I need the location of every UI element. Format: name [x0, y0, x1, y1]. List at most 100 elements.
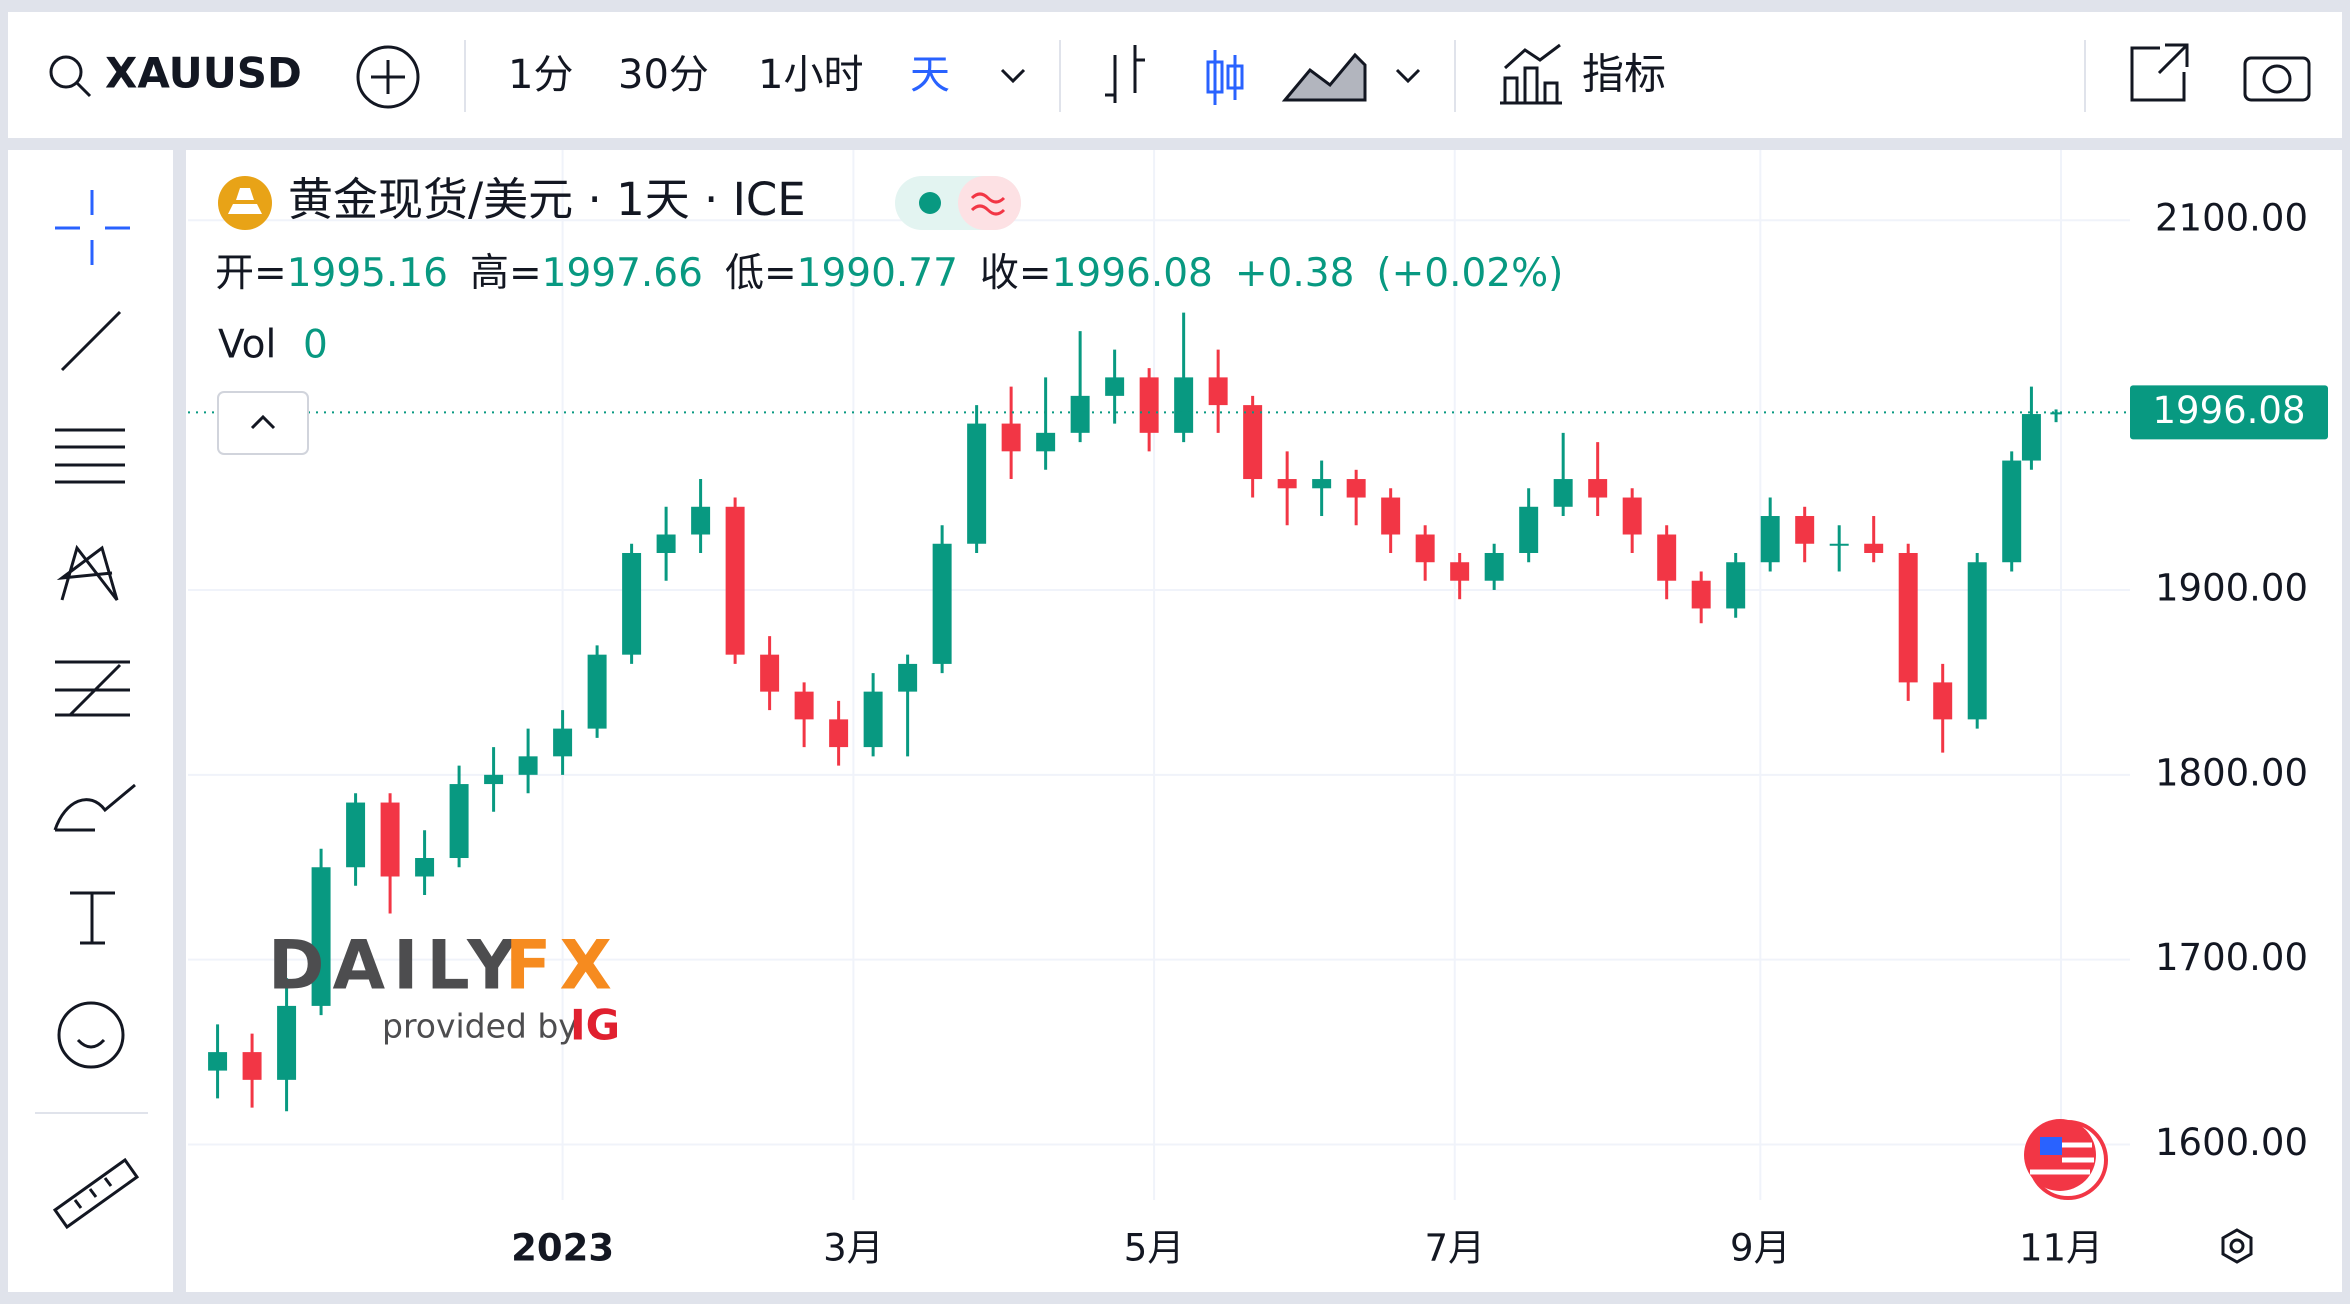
- interval[interactable]: 1小时: [758, 52, 863, 98]
- snapshot-icon[interactable]: [2243, 56, 2311, 102]
- status-pill: [958, 176, 1021, 230]
- y-tick-label: 1600.00: [2155, 1121, 2308, 1164]
- ohlc-label: 低=: [725, 251, 797, 296]
- symbol-logo: [228, 188, 262, 214]
- y-tick-label: 1800.00: [2155, 751, 2308, 794]
- candle-body: [1277, 479, 1297, 489]
- candle-body: [484, 774, 504, 785]
- candle-body: [1657, 534, 1677, 581]
- candles-icon[interactable]: [1213, 50, 1237, 105]
- candle-body: [932, 543, 952, 664]
- candle-body: [1036, 432, 1056, 452]
- candle-body: [1622, 497, 1642, 535]
- candle-body: [1174, 377, 1194, 433]
- candle-body: [1484, 552, 1504, 581]
- ohlc-row: 开=1995.16 高=1997.66 低=1990.77 收=1996.08 +0.3…: [215, 251, 1563, 296]
- search-icon: [49, 55, 83, 89]
- last-price-label: 1996.08: [2152, 389, 2305, 432]
- ohlc-value: 1995.16: [287, 251, 448, 296]
- ohlc-label: 高=: [470, 251, 542, 296]
- candles-icon: [1206, 60, 1224, 94]
- candle-body: [1726, 562, 1746, 609]
- indicators-icon[interactable]: [1500, 43, 1562, 105]
- area-icon[interactable]: [1281, 52, 1367, 102]
- emoji-tool: [76, 1038, 106, 1049]
- brand-left: DAILY: [268, 927, 524, 1006]
- candle-body: [1001, 423, 1021, 452]
- x-tick-label: 5月: [1124, 1227, 1185, 1270]
- us-flag-icon: [2030, 1142, 2094, 1175]
- candle-body: [1691, 580, 1711, 609]
- candle-body: [1139, 377, 1159, 433]
- candle-body: [1898, 552, 1918, 683]
- candle-body: [346, 802, 366, 868]
- provided-by: provided by: [382, 1007, 578, 1046]
- candles-icon: [1226, 64, 1244, 90]
- candle-body: [622, 552, 642, 655]
- indicators[interactable]: 指标: [1582, 50, 1666, 99]
- ohlc-label: 开=: [215, 251, 287, 296]
- pattern-tool[interactable]: [56, 544, 119, 601]
- candle-body: [1588, 479, 1608, 498]
- ohlc-value: (+0.02%): [1376, 251, 1563, 296]
- candle-body: [553, 728, 573, 757]
- bars-icon[interactable]: [1105, 45, 1145, 103]
- ohlc-value: 1997.66: [542, 251, 703, 296]
- market-open-dot: [919, 192, 941, 214]
- y-tick-label: 1900.00: [2155, 566, 2308, 609]
- top-toolbar: [8, 12, 2342, 138]
- candle-body: [794, 691, 814, 720]
- candle-body: [1967, 562, 1987, 720]
- x-tick-label: 3月: [823, 1227, 884, 1270]
- candle-body: [1519, 506, 1539, 553]
- candle-body: [277, 1005, 297, 1080]
- vol-value: 0: [303, 323, 328, 368]
- legend-title: 黄金现货/美元 · 1天 · ICE: [288, 173, 806, 226]
- candle-body: [208, 1052, 228, 1071]
- popout-icon[interactable]: [2130, 43, 2189, 102]
- vol-label: Vol: [218, 323, 276, 368]
- projection-tool[interactable]: [55, 660, 130, 717]
- trendline-tool[interactable]: [60, 310, 122, 372]
- candle-body: [518, 756, 538, 775]
- fib-tool[interactable]: [55, 428, 125, 484]
- interval[interactable]: 30分: [618, 52, 709, 98]
- emoji-tool[interactable]: [57, 1001, 125, 1069]
- plot: [188, 150, 2130, 1200]
- crosshair-tool[interactable]: [55, 190, 130, 265]
- candle-body: [380, 802, 400, 877]
- add-symbol[interactable]: [356, 45, 420, 109]
- ohlc-value: +0.38: [1235, 251, 1355, 296]
- symbol-logo: [218, 176, 272, 230]
- candle-body: [1208, 377, 1228, 406]
- brush-tool[interactable]: [53, 783, 136, 832]
- candle-body: [311, 867, 331, 1006]
- ruler-tool[interactable]: [52, 1157, 140, 1230]
- candle-body: [760, 654, 780, 692]
- candle-body: [1243, 405, 1263, 480]
- add-icon: [371, 60, 405, 94]
- collapse-button[interactable]: [217, 391, 309, 455]
- interval-active[interactable]: 天: [910, 52, 950, 98]
- symbol[interactable]: XAUUSD: [105, 49, 302, 98]
- ohlc-value: 1996.08: [1052, 251, 1213, 296]
- candle-body: [449, 784, 469, 859]
- interval[interactable]: 1分: [508, 52, 573, 98]
- collapse-icon: [250, 414, 276, 430]
- candle-body: [656, 534, 676, 553]
- candle-body: [1795, 516, 1815, 544]
- last-price-box: [2130, 385, 2328, 440]
- search[interactable]: XAUUSD: [49, 49, 302, 98]
- candle-body: [1312, 479, 1332, 489]
- interval-dropdown[interactable]: [1000, 68, 1026, 84]
- brand-right: FX: [505, 927, 620, 1006]
- chart-type-dropdown[interactable]: [1395, 68, 1421, 84]
- candle-body: [863, 691, 883, 748]
- delayed-icon: [970, 192, 1006, 216]
- settings-icon[interactable]: [2221, 1228, 2253, 1264]
- settings-icon: [2229, 1238, 2245, 1254]
- text-tool[interactable]: [70, 891, 115, 945]
- candle-body: [1381, 497, 1401, 535]
- candle-body: [2021, 414, 2041, 461]
- candle-body: [1415, 534, 1435, 563]
